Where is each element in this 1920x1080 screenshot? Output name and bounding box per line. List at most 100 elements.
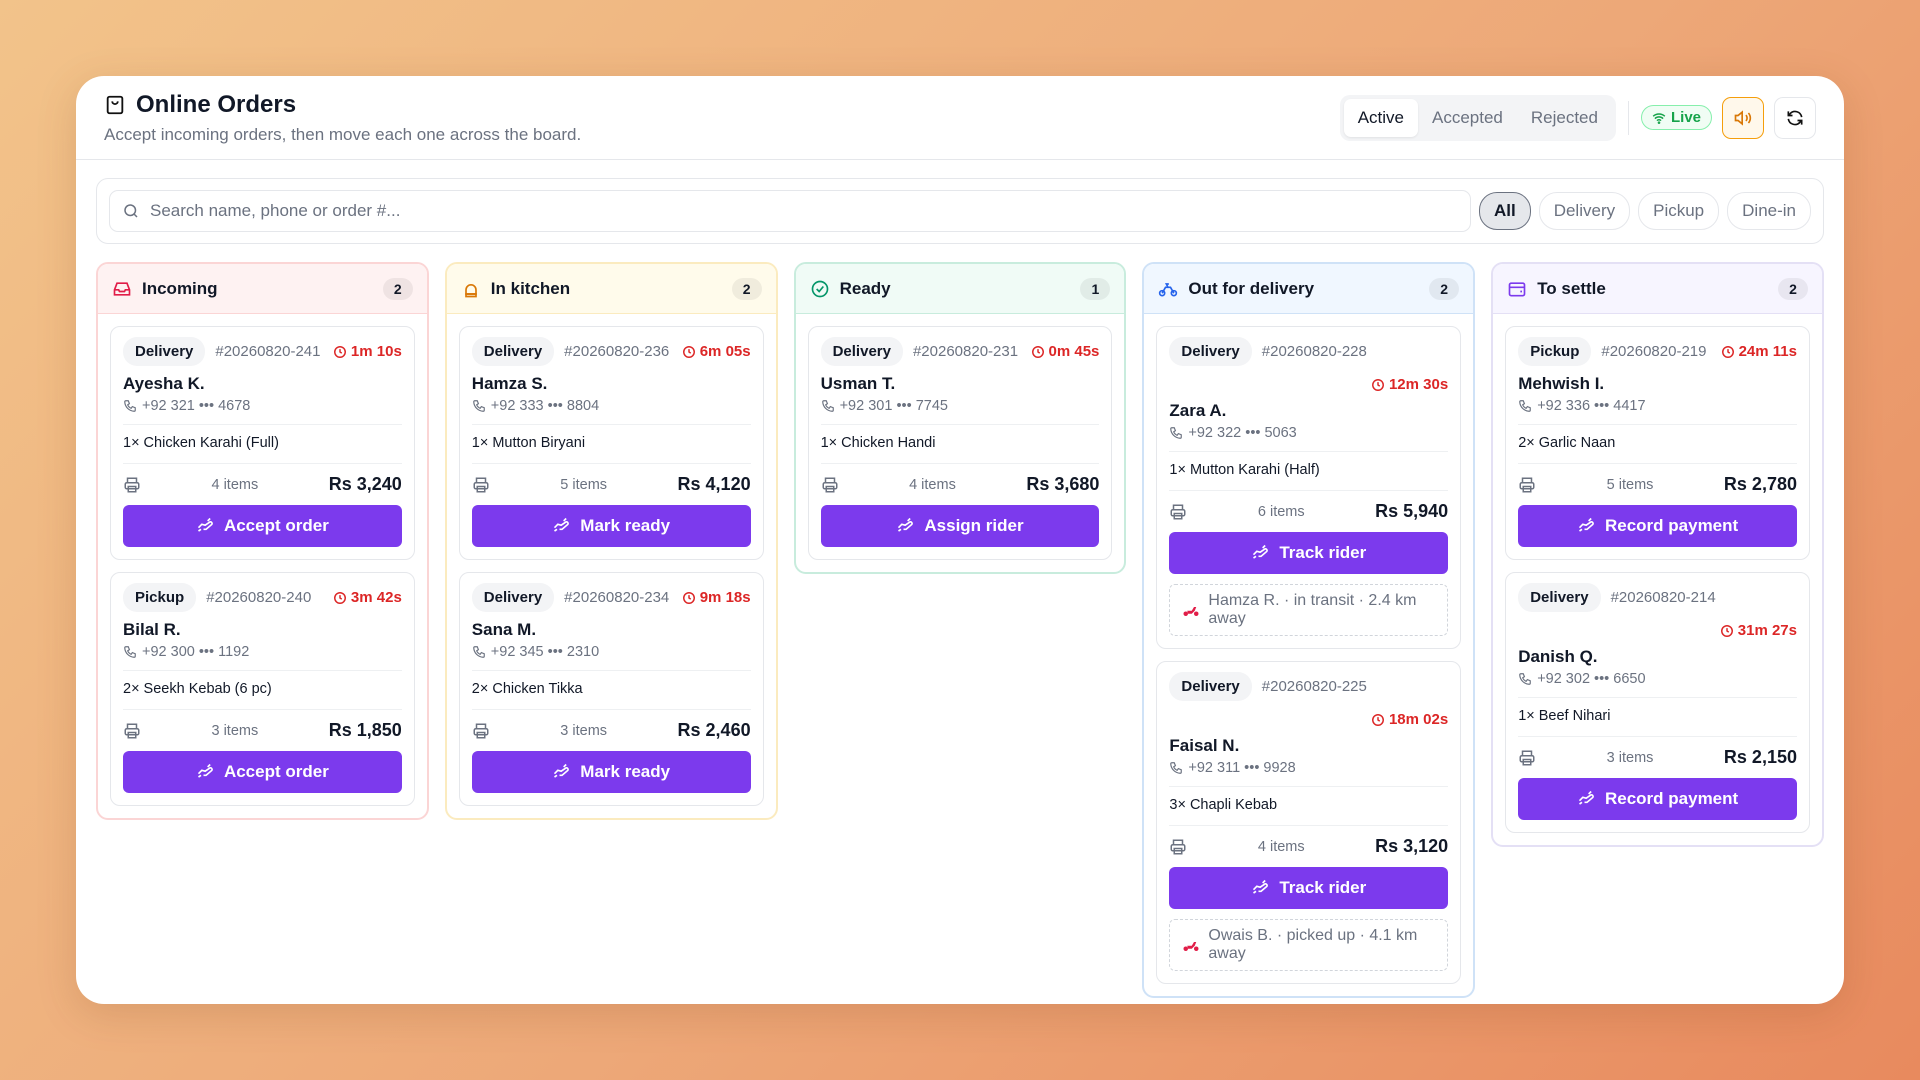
item-count: 3 items: [560, 722, 608, 739]
filter-chip[interactable]: Dine-in: [1727, 192, 1811, 230]
header: Online Orders Accept incoming orders, th…: [76, 76, 1844, 160]
customer-name: Zara A.: [1169, 401, 1227, 420]
refresh-icon: [1785, 108, 1805, 128]
search-input[interactable]: Search name, phone or order #...: [109, 190, 1471, 232]
subtitle: Accept incoming orders, then move each o…: [104, 124, 582, 144]
order-item: 2× Seekh Kebab (6 pc): [123, 671, 402, 710]
action-label: Record payment: [1604, 516, 1739, 535]
action-button[interactable]: Record payment: [1518, 505, 1797, 547]
order-card[interactable]: Delivery #20260820-214 31m 27s Danish Q. +92…: [1505, 572, 1810, 833]
column-header: To settle 2: [1493, 264, 1822, 314]
order-card[interactable]: Pickup #20260820-219 24m 11s Mehwish I. +92 …: [1505, 326, 1810, 560]
clock-icon: [682, 345, 696, 359]
order-item: 2× Garlic Naan: [1518, 425, 1797, 464]
print-icon: [123, 722, 141, 740]
order-number: #20260820-228: [1261, 343, 1367, 360]
card-top: Delivery #20260820-234 9m 18s: [471, 583, 751, 612]
wifi-icon: [1652, 111, 1666, 125]
action-button[interactable]: Mark ready: [471, 751, 751, 793]
item-count: 5 items: [1606, 476, 1654, 493]
action-icon: [1251, 543, 1271, 563]
order-type: Delivery: [820, 337, 903, 366]
order-number: #20260820-241: [215, 343, 321, 360]
column-icon: [1158, 279, 1178, 299]
filter-chip[interactable]: Pickup: [1638, 192, 1720, 230]
action-button[interactable]: Assign rider: [820, 505, 1100, 547]
customer-name: Bilal R.: [123, 620, 181, 639]
column-header: Out for delivery 2: [1144, 264, 1474, 314]
clock-icon: [682, 591, 696, 605]
action-button[interactable]: Mark ready: [471, 505, 751, 547]
column-header: In kitchen 2: [446, 264, 776, 314]
order-number: #20260820-214: [1610, 589, 1716, 606]
item-count: 4 items: [909, 476, 956, 493]
view-tab[interactable]: Rejected: [1530, 107, 1598, 127]
column-title: Out for delivery: [1188, 278, 1315, 298]
clock-icon: [1031, 345, 1045, 359]
customer-phone: +92 333 ••• 8804: [471, 398, 751, 425]
print-icon: [1169, 838, 1187, 856]
customer-phone: +92 302 ••• 6650: [1518, 671, 1797, 698]
clock-icon: [1371, 713, 1385, 727]
column-icon: [461, 279, 481, 299]
action-button[interactable]: Track rider: [1169, 867, 1449, 909]
phone-text: +92 302 ••• 6650: [1537, 671, 1646, 687]
customer-name: Faisal N.: [1169, 736, 1240, 755]
timer-text: 6m 05s: [699, 343, 751, 360]
order-type: Delivery: [1169, 337, 1252, 366]
filter-chip[interactable]: Delivery: [1538, 192, 1631, 230]
live-label: Live: [1670, 109, 1701, 126]
order-card[interactable]: Pickup #20260820-240 3m 42s Bilal R. +92 300…: [110, 572, 415, 806]
view-tab[interactable]: Active: [1343, 98, 1418, 137]
order-card[interactable]: Delivery #20260820-241 1m 10s Ayesha K. +92 …: [110, 326, 415, 560]
header-controls: Active Accepted Rejected Live: [1339, 94, 1816, 141]
title-row: Online Orders: [104, 91, 581, 119]
order-timer: 18m 02s: [1371, 711, 1448, 728]
order-total: Rs 3,680: [1026, 474, 1100, 494]
action-button[interactable]: Track rider: [1169, 532, 1449, 574]
rider-icon: [1182, 936, 1200, 954]
item-count: 4 items: [1257, 838, 1305, 855]
order-type: Delivery: [471, 583, 555, 612]
order-card[interactable]: Delivery #20260820-234 9m 18s Sana M. +92 34…: [458, 572, 764, 806]
timer-text: 31m 27s: [1737, 622, 1797, 639]
order-card[interactable]: Delivery #20260820-225 18m 02s Faisal N. +92…: [1156, 661, 1462, 984]
card-top: Delivery #20260820-236 6m 05s: [471, 337, 751, 366]
column-count: 2: [731, 277, 762, 300]
filter-chip[interactable]: All: [1478, 192, 1531, 230]
column-icon: [112, 279, 132, 299]
refresh-button[interactable]: [1774, 96, 1816, 139]
action-button[interactable]: Accept order: [123, 505, 402, 547]
action-icon: [1251, 878, 1271, 898]
action-label: Accept order: [223, 516, 329, 535]
order-card[interactable]: Delivery #20260820-231 0m 45s Usman T. +92 3…: [807, 326, 1113, 560]
item-count: 4 items: [211, 476, 259, 493]
order-card[interactable]: Delivery #20260820-228 12m 30s Zara A. +92 3…: [1156, 326, 1462, 649]
card-top: Delivery #20260820-228 12m 30s: [1169, 337, 1448, 393]
action-icon: [896, 516, 916, 536]
clock-icon: [333, 345, 347, 359]
order-type: Delivery: [123, 337, 206, 366]
order-timer: 12m 30s: [1371, 376, 1448, 393]
customer-name: Hamza S.: [471, 374, 548, 393]
rider-text: Hamza R. · in transit · 2.4 km away: [1208, 592, 1417, 627]
phone-text: +92 300 ••• 1192: [142, 644, 250, 660]
card-top: Pickup #20260820-240 3m 42s: [123, 583, 402, 612]
column-title: In kitchen: [490, 278, 571, 298]
order-timer: 6m 05s: [682, 343, 751, 360]
order-total: Rs 1,850: [328, 720, 402, 740]
view-tab[interactable]: Accepted: [1431, 107, 1503, 127]
order-card[interactable]: Delivery #20260820-236 6m 05s Hamza S. +92 3…: [458, 326, 764, 560]
header-text: Online Orders Accept incoming orders, th…: [104, 91, 581, 145]
phone-icon: [1518, 399, 1532, 413]
action-button[interactable]: Record payment: [1518, 778, 1797, 820]
timer-text: 12m 30s: [1388, 376, 1449, 393]
print-icon: [1518, 476, 1536, 494]
order-timer: 31m 27s: [1720, 622, 1797, 639]
column: Ready 1 Delivery #20260820-231 0m 45s Usman T…: [793, 262, 1127, 574]
action-button[interactable]: Accept order: [123, 751, 402, 793]
order-item: 1× Beef Nihari: [1518, 698, 1797, 737]
sound-button[interactable]: [1722, 96, 1764, 139]
order-number: #20260820-225: [1261, 678, 1367, 695]
column-count: 2: [382, 277, 413, 300]
